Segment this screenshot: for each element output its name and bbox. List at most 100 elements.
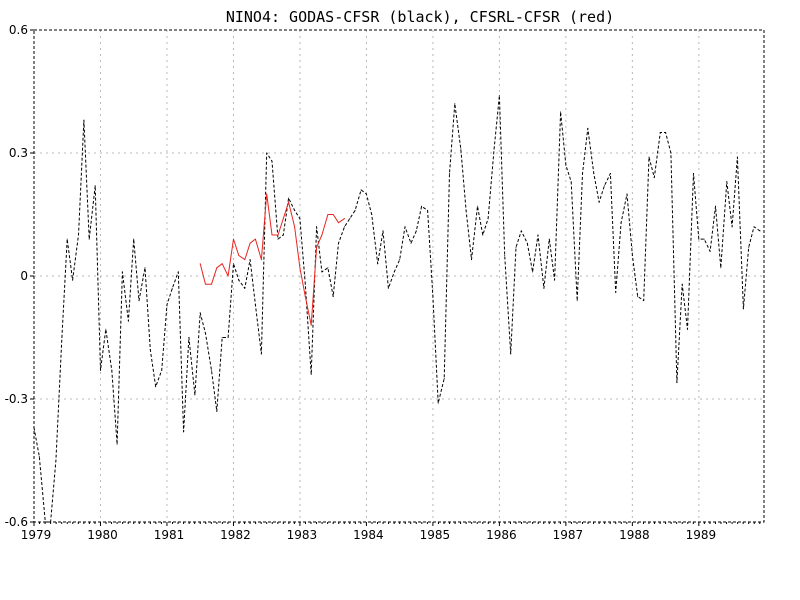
data-point (177, 271, 179, 273)
data-point (299, 267, 301, 269)
data-point (476, 205, 478, 207)
x-tick-label: 1983 (287, 528, 318, 542)
data-point (665, 132, 667, 133)
data-point (460, 148, 462, 150)
data-point (304, 296, 306, 297)
series-layer (33, 95, 761, 523)
data-point (238, 279, 240, 281)
data-point (498, 95, 500, 97)
data-point (138, 300, 140, 302)
data-point (714, 205, 716, 207)
data-point (360, 189, 362, 191)
data-point (626, 193, 628, 195)
data-point (354, 209, 356, 211)
x-tick-label: 1981 (154, 528, 185, 542)
data-point (337, 242, 339, 244)
data-point (693, 173, 695, 174)
x-tick-label: 1989 (686, 528, 717, 542)
data-point (321, 234, 323, 236)
data-point (271, 160, 273, 162)
data-point (427, 209, 429, 211)
data-point (88, 238, 90, 240)
data-point (83, 119, 85, 121)
data-point (321, 271, 323, 273)
data-point (759, 230, 761, 232)
data-point (133, 238, 135, 240)
y-tick-label: -0.6 (5, 515, 28, 529)
data-point (227, 275, 229, 277)
data-point (526, 242, 528, 244)
x-tick-label: 1987 (553, 528, 584, 542)
data-point (603, 185, 605, 187)
data-point (487, 218, 489, 220)
data-point (260, 259, 262, 261)
data-point (726, 181, 728, 183)
data-point (609, 173, 611, 174)
data-point (277, 234, 279, 236)
data-point (282, 234, 284, 236)
data-point (294, 226, 296, 228)
data-point (404, 226, 406, 228)
data-point (282, 218, 284, 220)
data-point (520, 230, 522, 232)
data-point (736, 156, 738, 158)
data-point (260, 353, 262, 355)
data-point (681, 283, 683, 285)
data-point (576, 300, 578, 302)
y-tick-label: 0 (20, 269, 28, 283)
data-point (387, 287, 389, 289)
y-tick-label: 0.3 (9, 146, 28, 160)
data-point (382, 230, 384, 232)
data-point (698, 238, 700, 240)
data-point (310, 324, 312, 326)
data-point (199, 263, 201, 265)
data-point (188, 337, 190, 338)
data-point (587, 127, 589, 129)
data-point (670, 152, 672, 154)
data-point (288, 201, 290, 203)
data-point (465, 209, 467, 211)
x-tick-label: 1984 (353, 528, 384, 542)
data-point (637, 296, 639, 297)
x-tick-label: 1988 (619, 528, 650, 542)
data-point (254, 304, 256, 306)
data-point (593, 173, 595, 174)
data-point (121, 271, 123, 273)
data-point (249, 242, 251, 244)
data-point (371, 214, 373, 215)
data-point (94, 185, 96, 187)
data-point (377, 263, 379, 265)
series-line-0 (33, 95, 761, 523)
data-point (399, 259, 401, 261)
data-point (55, 460, 57, 461)
data-point (482, 234, 484, 236)
data-point (299, 218, 301, 220)
data-point (620, 222, 622, 224)
y-tick-label: 0.6 (9, 23, 28, 37)
data-point (166, 304, 168, 306)
series-line-1 (199, 193, 345, 326)
data-point (365, 193, 367, 195)
data-point (337, 222, 339, 224)
data-point (227, 337, 229, 338)
data-point (266, 152, 268, 154)
data-point (631, 255, 633, 256)
data-point (232, 263, 234, 265)
x-tick-label: 1986 (486, 528, 517, 542)
data-point (676, 382, 678, 384)
data-point (515, 246, 517, 248)
data-point (648, 156, 650, 158)
data-point (565, 164, 567, 166)
data-point (554, 279, 556, 281)
data-point (720, 267, 722, 269)
data-point (748, 246, 750, 248)
data-point (449, 173, 451, 174)
data-point (72, 279, 74, 281)
data-point (161, 369, 163, 371)
data-point (332, 214, 334, 215)
data-point (205, 332, 207, 334)
data-point (78, 234, 80, 236)
data-point (171, 287, 173, 289)
data-point (615, 291, 617, 293)
